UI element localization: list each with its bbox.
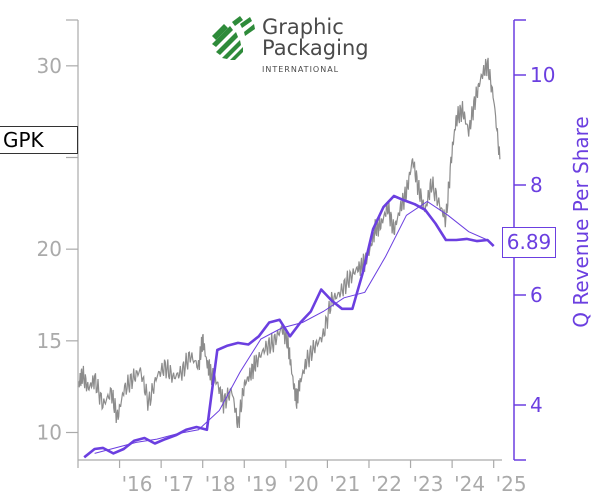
x-axis-tick-label: '18 (205, 472, 236, 496)
x-axis-tick-label: '17 (163, 472, 194, 496)
left-axis-tick-label: 10 (37, 421, 62, 445)
x-axis-tick-label: '16 (122, 472, 153, 496)
right-axis-tick-label: 8 (530, 173, 543, 197)
revenue-trend-line (94, 200, 488, 454)
x-axis-tick-label: '22 (371, 472, 402, 496)
x-axis-tick-label: '25 (496, 472, 527, 496)
x-axis-tick-label: '19 (246, 472, 277, 496)
revenue-line (83, 194, 495, 459)
right-axis-tick-label: 6 (530, 283, 543, 307)
revenue-series-layer (83, 194, 495, 459)
ticker-label: GPK (0, 126, 78, 154)
x-axis-tick-label: '21 (329, 472, 360, 496)
left-axis-tick-label: 30 (37, 54, 62, 78)
right-axis-tick-label: 10 (530, 63, 555, 87)
leaf-stripes-icon (212, 16, 255, 60)
logo-line-2: Packaging (262, 36, 369, 60)
right-axis-title: Q Revenue Per Share (569, 116, 593, 328)
right-axis-tick-label: 4 (530, 393, 543, 417)
last-value-label: 6.89 (502, 227, 556, 258)
x-axis-tick-label: '24 (454, 472, 485, 496)
left-axis-tick-label: 20 (37, 237, 62, 261)
company-logo: Graphic Packaging INTERNATIONAL (212, 15, 369, 74)
axes-layer: 10 15 20 30 4 6 8 10 '16 '17 '18 '19 '20 '21 '22 '23 '24… (37, 19, 555, 496)
x-axis-tick-label: '20 (288, 472, 319, 496)
logo-line-3: INTERNATIONAL (262, 65, 339, 74)
price-series-layer (77, 57, 501, 429)
price-line (77, 57, 501, 429)
x-axis-tick-label: '23 (413, 472, 444, 496)
logo-line-1: Graphic (262, 15, 344, 39)
left-axis-tick-label: 15 (37, 329, 62, 353)
